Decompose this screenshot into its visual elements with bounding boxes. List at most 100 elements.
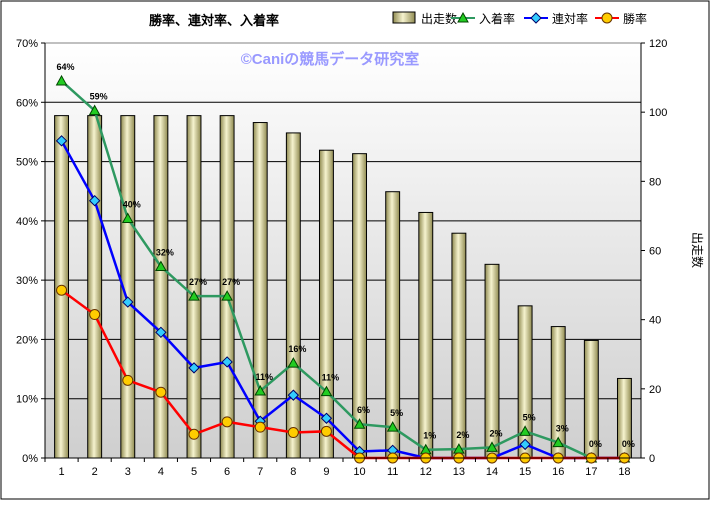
data-label: 2% bbox=[456, 430, 469, 440]
point-2-6 bbox=[221, 356, 233, 368]
point-1-2 bbox=[88, 104, 101, 116]
y2-tick-label: 40 bbox=[649, 315, 661, 327]
point-1-3 bbox=[121, 212, 134, 223]
x-tick-label: 7 bbox=[257, 466, 263, 478]
x-tick-label: 15 bbox=[519, 466, 531, 478]
y-tick-label: 50% bbox=[16, 157, 38, 169]
point-3-8 bbox=[287, 427, 299, 439]
bar-2 bbox=[87, 115, 103, 459]
data-label: 32% bbox=[156, 248, 174, 258]
bar-9 bbox=[318, 149, 334, 459]
point-2-5 bbox=[188, 362, 200, 374]
point-1-16 bbox=[552, 436, 565, 448]
point-1-1 bbox=[55, 74, 68, 86]
data-label: 1% bbox=[423, 431, 436, 441]
y-tick-label: 20% bbox=[16, 334, 38, 346]
point-2-4 bbox=[155, 326, 167, 339]
point-3-7 bbox=[254, 421, 266, 433]
legend-label: 出走数 bbox=[421, 11, 457, 26]
point-2-3 bbox=[122, 296, 134, 308]
x-tick-label: 17 bbox=[585, 466, 597, 478]
series-line-1 bbox=[60, 80, 625, 460]
y-tick-label: 40% bbox=[16, 216, 38, 228]
point-3-3 bbox=[122, 374, 134, 386]
y-tick-label: 30% bbox=[16, 275, 38, 287]
legend-swatch-marker bbox=[457, 11, 469, 23]
point-2-9 bbox=[320, 412, 333, 424]
point-1-15 bbox=[519, 425, 531, 436]
legend-swatch-marker bbox=[530, 12, 542, 24]
point-2-8 bbox=[287, 389, 300, 401]
point-3-9 bbox=[320, 425, 332, 437]
data-label: 11% bbox=[322, 373, 340, 383]
point-1-6 bbox=[221, 290, 233, 301]
y2-tick-label: 20 bbox=[649, 384, 661, 396]
point-1-10 bbox=[353, 418, 366, 429]
data-label: 40% bbox=[123, 199, 141, 209]
chart-title: 勝率、連対率、入着率 bbox=[149, 13, 279, 28]
legend-swatch-bar bbox=[392, 11, 416, 24]
point-2-1 bbox=[55, 135, 68, 147]
x-tick-label: 13 bbox=[453, 466, 465, 478]
point-3-2 bbox=[89, 309, 101, 321]
point-3-6 bbox=[221, 416, 233, 428]
point-1-5 bbox=[188, 290, 200, 301]
x-tick-label: 1 bbox=[58, 466, 64, 478]
x-tick-label: 8 bbox=[290, 466, 296, 478]
y-tick-label: 10% bbox=[16, 394, 38, 406]
data-label: 27% bbox=[222, 277, 240, 287]
data-label: 59% bbox=[90, 92, 108, 102]
y2-tick-label: 60 bbox=[649, 246, 661, 258]
point-3-1 bbox=[56, 284, 68, 296]
x-tick-label: 6 bbox=[224, 466, 230, 478]
bar-12 bbox=[418, 211, 434, 459]
y2-axis-title: 出走数 bbox=[690, 232, 705, 268]
x-tick-label: 5 bbox=[191, 466, 197, 478]
bar-13 bbox=[451, 232, 467, 459]
data-label: 0% bbox=[589, 439, 602, 449]
legend-label: 勝率 bbox=[623, 11, 647, 26]
x-tick-label: 9 bbox=[323, 466, 329, 478]
point-1-4 bbox=[155, 260, 167, 272]
point-1-14 bbox=[486, 441, 498, 452]
legend-swatch-marker bbox=[601, 12, 613, 24]
bar-8 bbox=[285, 132, 301, 459]
data-label: 27% bbox=[189, 277, 207, 287]
point-1-11 bbox=[386, 421, 399, 432]
point-1-8 bbox=[287, 357, 300, 368]
x-tick-label: 4 bbox=[158, 466, 164, 478]
point-1-9 bbox=[320, 385, 333, 397]
y2-tick-label: 0 bbox=[649, 453, 655, 465]
x-tick-label: 12 bbox=[420, 466, 432, 478]
x-tick-label: 3 bbox=[125, 466, 131, 478]
point-1-7 bbox=[254, 384, 267, 396]
y2-tick-label: 120 bbox=[649, 38, 667, 50]
plot-area bbox=[44, 42, 642, 459]
point-2-15 bbox=[519, 438, 531, 451]
point-3-4 bbox=[155, 386, 167, 398]
x-tick-label: 14 bbox=[486, 466, 498, 478]
y-tick-label: 60% bbox=[16, 97, 38, 109]
x-tick-label: 10 bbox=[353, 466, 365, 478]
data-label: 3% bbox=[556, 424, 569, 434]
data-label: 5% bbox=[523, 412, 536, 422]
data-label: 2% bbox=[489, 428, 502, 438]
x-tick-label: 11 bbox=[387, 466, 398, 478]
data-label: 16% bbox=[288, 344, 306, 354]
legend-label: 連対率 bbox=[552, 11, 588, 26]
y2-tick-label: 80 bbox=[649, 176, 661, 188]
watermark: ©Caniの競馬データ研究室 bbox=[241, 50, 420, 68]
x-tick-label: 2 bbox=[92, 466, 98, 478]
y2-tick-label: 100 bbox=[649, 107, 667, 119]
point-3-5 bbox=[188, 428, 200, 440]
x-tick-label: 16 bbox=[552, 466, 564, 478]
y-tick-label: 70% bbox=[16, 38, 38, 50]
data-label: 6% bbox=[357, 405, 370, 415]
point-2-2 bbox=[88, 194, 101, 207]
x-tick-label: 18 bbox=[618, 466, 630, 478]
bar-7 bbox=[252, 122, 268, 459]
data-label: 5% bbox=[390, 408, 403, 418]
data-label: 11% bbox=[255, 372, 273, 382]
